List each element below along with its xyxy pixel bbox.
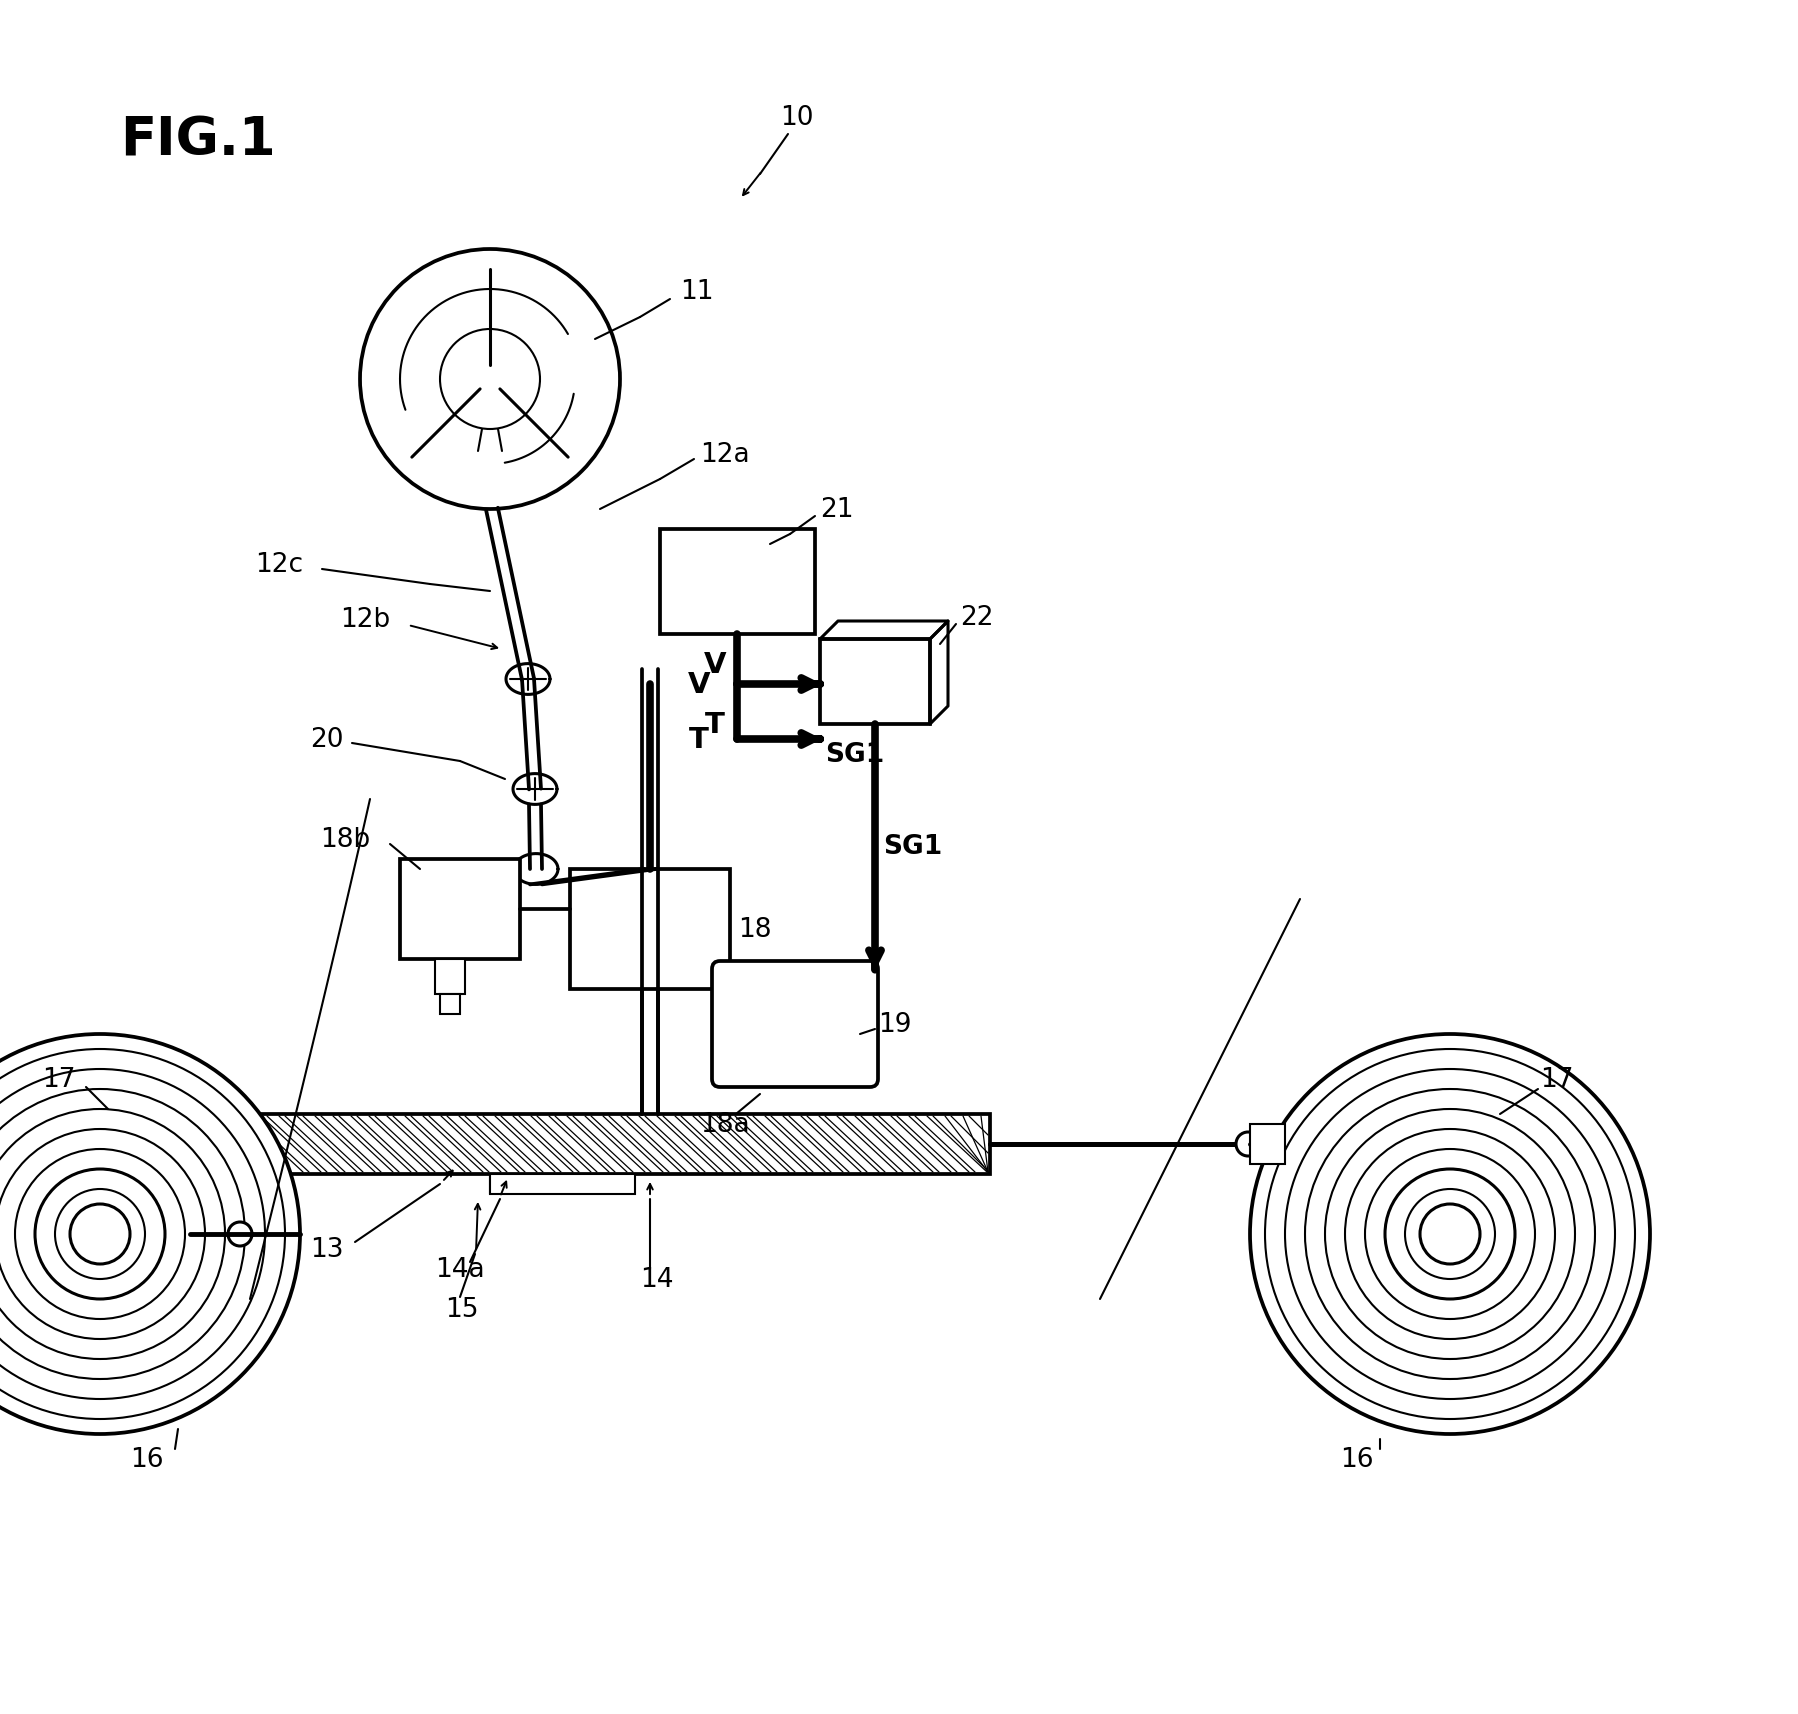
Circle shape (1345, 1130, 1555, 1339)
Text: SG1: SG1 (825, 742, 885, 768)
Bar (191, 1114, 991, 1174)
Text: 15: 15 (444, 1296, 478, 1321)
Text: 12a: 12a (699, 442, 750, 468)
Circle shape (1365, 1150, 1535, 1320)
Text: V: V (689, 670, 710, 699)
Text: T: T (689, 725, 708, 754)
Circle shape (1266, 1049, 1634, 1419)
Circle shape (0, 1090, 245, 1380)
Bar (660, 530, 814, 634)
Circle shape (1420, 1205, 1480, 1265)
Text: 10: 10 (780, 105, 813, 130)
Text: 12c: 12c (255, 552, 304, 578)
Text: SG1: SG1 (883, 833, 942, 859)
Bar (491, 1174, 635, 1195)
Text: 13: 13 (309, 1236, 343, 1262)
Circle shape (360, 250, 620, 509)
Bar (570, 869, 730, 989)
Text: 12b: 12b (340, 607, 390, 632)
Text: 17: 17 (41, 1066, 76, 1092)
Text: 22: 22 (960, 605, 994, 631)
Circle shape (476, 365, 503, 394)
Text: 18b: 18b (320, 826, 370, 852)
Bar (435, 960, 466, 994)
Text: 18a: 18a (699, 1111, 750, 1138)
Text: 19: 19 (877, 1011, 912, 1037)
Circle shape (34, 1169, 165, 1299)
Text: 11: 11 (680, 279, 714, 305)
Text: 16: 16 (1340, 1447, 1374, 1472)
Circle shape (0, 1034, 300, 1435)
Circle shape (1235, 1133, 1260, 1157)
Text: 14a: 14a (435, 1256, 485, 1282)
Text: V: V (703, 651, 726, 679)
Text: 20: 20 (309, 727, 343, 752)
Circle shape (441, 329, 539, 430)
Circle shape (1305, 1090, 1595, 1380)
Text: 14: 14 (640, 1267, 674, 1292)
Text: FIG.1: FIG.1 (120, 113, 275, 166)
Circle shape (1286, 1070, 1615, 1399)
FancyBboxPatch shape (712, 962, 877, 1087)
Circle shape (228, 1222, 252, 1246)
Circle shape (1384, 1169, 1516, 1299)
Bar (399, 859, 520, 960)
Circle shape (56, 1190, 146, 1279)
Circle shape (0, 1130, 205, 1339)
Circle shape (1404, 1190, 1494, 1279)
Text: T: T (705, 711, 725, 739)
Circle shape (1325, 1109, 1575, 1359)
Circle shape (70, 1205, 129, 1265)
Text: 16: 16 (129, 1447, 164, 1472)
Circle shape (1250, 1034, 1651, 1435)
Circle shape (0, 1109, 225, 1359)
Circle shape (0, 1070, 264, 1399)
Bar (1250, 1124, 1286, 1164)
Text: 17: 17 (1541, 1066, 1573, 1092)
Bar (820, 639, 930, 725)
Circle shape (0, 1049, 286, 1419)
Bar (441, 994, 460, 1015)
Text: 18: 18 (737, 917, 771, 943)
Circle shape (14, 1150, 185, 1320)
Text: 21: 21 (820, 497, 854, 523)
